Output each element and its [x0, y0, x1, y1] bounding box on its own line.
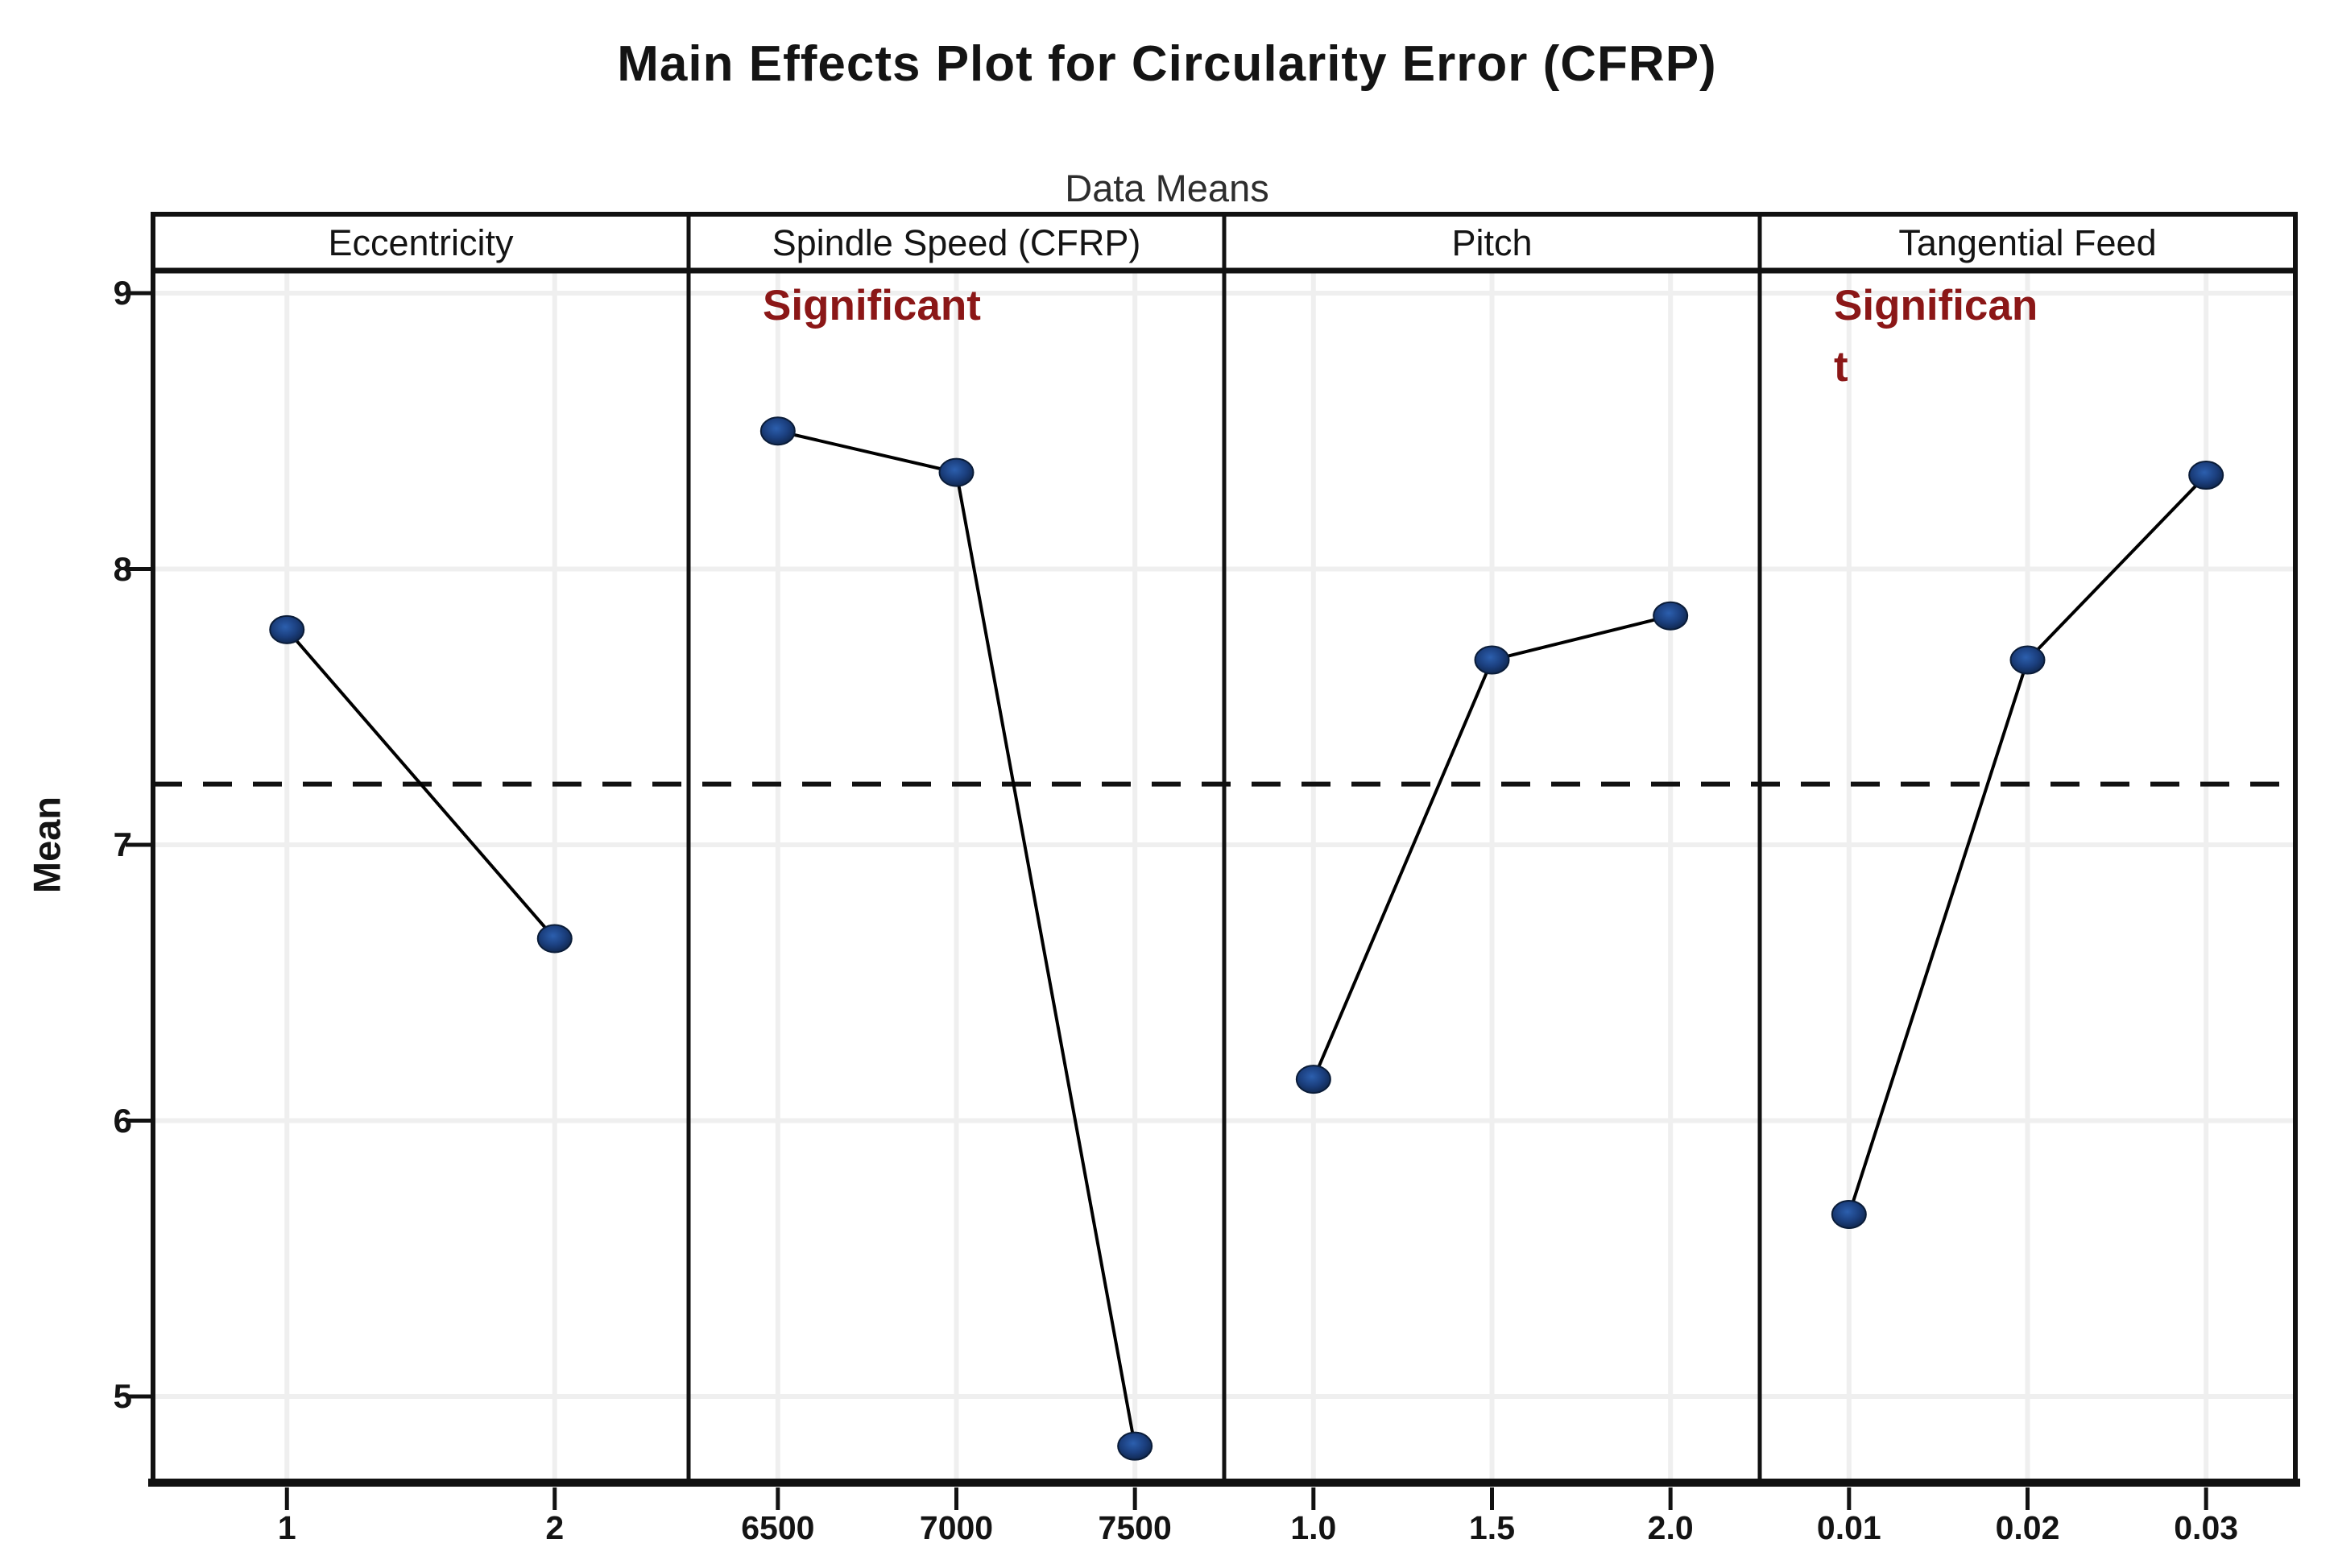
significance-annotation: Significan t: [1834, 275, 2038, 398]
data-point-marker: [1295, 1065, 1331, 1094]
data-point-marker: [1831, 1199, 1867, 1229]
chart-subtitle: Data Means: [1065, 167, 1269, 209]
significance-annotation-line: t: [1834, 343, 1848, 391]
significance-annotation-line: Significant: [763, 282, 981, 329]
chart-title: Main Effects Plot for Circularity Error …: [617, 36, 1717, 92]
panel-header-label: Spindle Speed (CFRP): [772, 222, 1141, 263]
data-point-marker: [1474, 645, 1510, 675]
x-tick-label: 1.0: [1290, 1509, 1337, 1546]
data-point-marker: [1653, 601, 1689, 631]
data-point-marker: [2188, 461, 2224, 490]
y-tick-label: 8: [113, 549, 132, 588]
panel-header-label: Pitch: [1451, 222, 1533, 263]
x-tick-label: 1.5: [1469, 1509, 1515, 1546]
x-tick-label: 1: [277, 1509, 296, 1546]
x-tick-label: 7000: [919, 1509, 994, 1546]
panel-header-label: Tangential Feed: [1898, 222, 2157, 263]
y-tick-label: 7: [113, 825, 132, 863]
data-point-marker: [938, 457, 975, 487]
series-line: [285, 628, 557, 940]
data-point-marker: [269, 614, 305, 644]
data-point-marker: [2009, 645, 2046, 675]
x-tick-label: 0.03: [2174, 1509, 2239, 1546]
data-point-marker: [536, 924, 573, 954]
x-tick-label: 0.01: [1816, 1509, 1881, 1546]
significance-annotation: Significant: [763, 275, 981, 337]
y-tick-label: 9: [113, 274, 132, 312]
data-point-marker: [759, 416, 796, 446]
x-tick-label: 0.02: [1995, 1509, 2060, 1546]
significance-annotation-line: Significan: [1834, 282, 2038, 329]
x-tick-label: 2.0: [1647, 1509, 1694, 1546]
x-tick-label: 2: [545, 1509, 565, 1546]
x-tick-label: 7500: [1098, 1509, 1172, 1546]
panel-header-label: Eccentricity: [328, 222, 514, 263]
y-tick-label: 6: [113, 1101, 132, 1140]
data-point-marker: [1117, 1431, 1153, 1461]
x-tick-label: 6500: [741, 1509, 815, 1546]
y-tick-label: 5: [113, 1377, 132, 1415]
